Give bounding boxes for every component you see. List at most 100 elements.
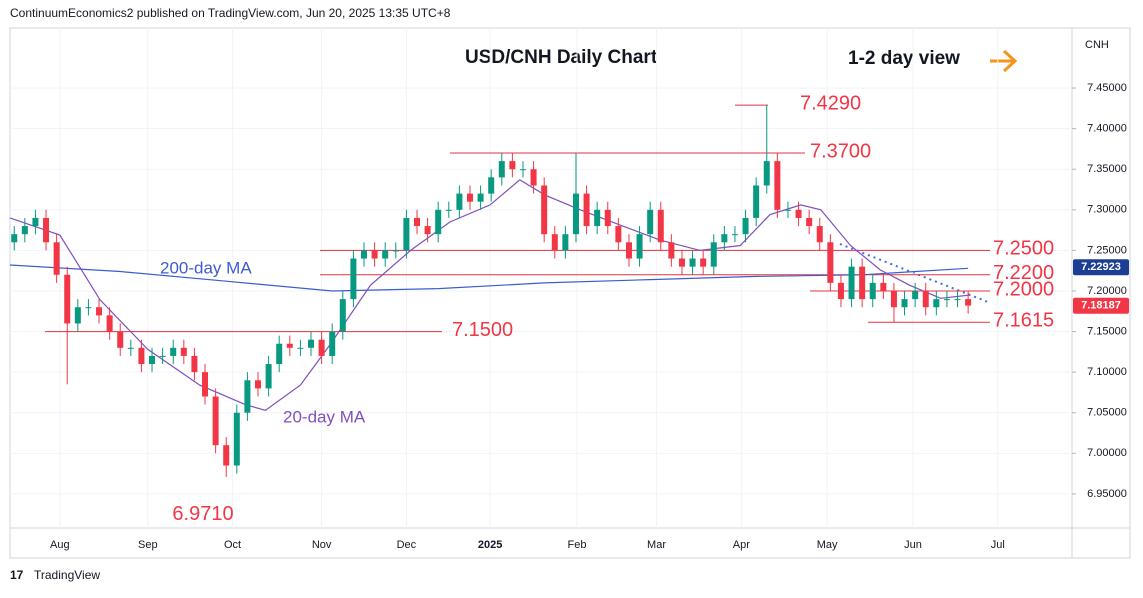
candle-body bbox=[255, 380, 262, 389]
candle-body bbox=[604, 209, 611, 227]
candle-body bbox=[297, 347, 304, 349]
candle-body bbox=[308, 339, 315, 348]
y-tick-label: 6.95000 bbox=[1087, 488, 1127, 500]
x-tick-label: Jul bbox=[991, 539, 1005, 551]
level-label: 7.2200 bbox=[993, 262, 1054, 284]
candle-body bbox=[74, 307, 81, 324]
candle-body bbox=[127, 347, 134, 349]
candle-body bbox=[562, 234, 569, 251]
candle-body bbox=[149, 355, 156, 365]
candle-body bbox=[551, 234, 558, 251]
x-tick-label: 2025 bbox=[478, 539, 502, 551]
candle-body bbox=[922, 290, 929, 308]
x-tick-label: Jun bbox=[904, 539, 922, 551]
moving-average-line bbox=[9, 179, 971, 411]
candle-body bbox=[710, 242, 717, 267]
x-tick-label: May bbox=[817, 539, 838, 551]
candle-body bbox=[424, 226, 431, 235]
level-label: 7.1615 bbox=[993, 310, 1054, 332]
chart-title: USD/CNH Daily Chart bbox=[465, 47, 658, 68]
y-tick-label: 7.25000 bbox=[1087, 244, 1127, 256]
tradingview-logo: 17 TradingView bbox=[10, 568, 100, 582]
candle-body bbox=[901, 299, 908, 308]
candle-body bbox=[647, 209, 654, 235]
candle-body bbox=[276, 343, 283, 365]
footer-text: TradingView bbox=[34, 568, 100, 582]
candle-body bbox=[689, 258, 696, 267]
candle-body bbox=[477, 193, 484, 202]
candle-body bbox=[488, 177, 495, 194]
candle-body bbox=[329, 331, 336, 356]
candle-body bbox=[668, 242, 675, 259]
candle-body bbox=[223, 445, 230, 466]
candle-body bbox=[117, 331, 124, 348]
candle-body bbox=[435, 209, 442, 235]
y-tick-label: 7.05000 bbox=[1087, 407, 1127, 419]
candle-body bbox=[138, 347, 145, 365]
candle-body bbox=[202, 372, 209, 397]
y-tick-label: 7.15000 bbox=[1087, 325, 1127, 337]
candle-body bbox=[43, 217, 50, 243]
y-tick-label: 7.35000 bbox=[1087, 163, 1127, 175]
candle-body bbox=[106, 315, 113, 332]
publish-header: ContinuumEconomics2 published on Trading… bbox=[10, 6, 451, 20]
candle-body bbox=[837, 282, 844, 300]
candle-body bbox=[806, 217, 813, 227]
candle-body bbox=[392, 250, 399, 252]
x-tick-label: Sep bbox=[138, 539, 158, 551]
candle-body bbox=[933, 299, 940, 308]
price-tag bbox=[1073, 297, 1129, 314]
y-tick-label: 7.40000 bbox=[1087, 123, 1127, 135]
candle-body bbox=[594, 209, 601, 227]
trend-line bbox=[839, 243, 989, 303]
candle-body bbox=[636, 234, 643, 259]
candle-body bbox=[191, 355, 198, 373]
candle-body bbox=[403, 217, 410, 251]
y-tick-label: 7.30000 bbox=[1087, 204, 1127, 216]
candle-body bbox=[96, 307, 103, 316]
candle-body bbox=[509, 161, 516, 170]
candle-body bbox=[64, 274, 71, 324]
candle-body bbox=[572, 193, 579, 235]
candle-body bbox=[350, 258, 357, 300]
candle-body bbox=[318, 339, 325, 356]
candle-body bbox=[445, 209, 452, 211]
candle-body bbox=[159, 355, 166, 357]
candle-body bbox=[339, 299, 346, 332]
candle-body bbox=[742, 217, 749, 235]
candle-body bbox=[625, 242, 632, 259]
candle-body bbox=[657, 209, 664, 243]
candle-body bbox=[541, 185, 548, 235]
level-label: 7.2000 bbox=[993, 278, 1054, 300]
candle-body bbox=[371, 250, 378, 259]
candle-body bbox=[763, 161, 770, 186]
level-label: 7.1500 bbox=[452, 319, 513, 341]
candle-body bbox=[774, 161, 781, 210]
candle-body bbox=[912, 290, 919, 300]
candle-body bbox=[286, 343, 293, 348]
chart-frame bbox=[9, 27, 1131, 559]
x-tick-label: Apr bbox=[733, 539, 750, 551]
orange-arrow bbox=[990, 49, 1018, 73]
moving-average-label: 20-day MA bbox=[283, 407, 366, 426]
y-tick-label: 7.00000 bbox=[1087, 447, 1127, 459]
moving-average-line bbox=[9, 264, 969, 292]
candle-body bbox=[583, 193, 590, 227]
svg-text:17: 17 bbox=[10, 568, 24, 582]
candle-body bbox=[456, 193, 463, 210]
view-label: 1-2 day view bbox=[848, 48, 960, 69]
candle-body bbox=[382, 250, 389, 259]
price-tag bbox=[1073, 259, 1129, 276]
moving-average-label: 200-day MA bbox=[160, 258, 252, 277]
x-tick-label: Mar bbox=[647, 539, 666, 551]
candle-body bbox=[530, 169, 537, 186]
candle-body bbox=[21, 226, 28, 235]
candle-body bbox=[721, 234, 728, 243]
candle-body bbox=[880, 282, 887, 291]
candle-body bbox=[678, 258, 685, 267]
candle-body bbox=[753, 185, 760, 218]
x-tick-label: Oct bbox=[224, 539, 241, 551]
candle-body bbox=[795, 209, 802, 218]
candle-body bbox=[890, 290, 897, 308]
candle-body bbox=[784, 209, 791, 211]
